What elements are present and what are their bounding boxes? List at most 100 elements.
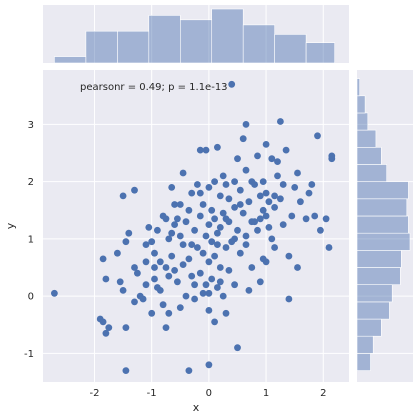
top-marginal-grid [93, 5, 324, 63]
scatter-point [179, 241, 187, 249]
scatter-point [265, 224, 273, 231]
scatter-point [216, 278, 224, 286]
scatter-point [196, 189, 204, 197]
scatter-point [328, 152, 336, 160]
y-histogram-bar [356, 181, 409, 200]
scatter-point [171, 201, 179, 208]
scatter-point [291, 184, 299, 191]
scatter-point [265, 198, 273, 206]
scatter-point [245, 198, 253, 206]
scatter-point [216, 264, 224, 271]
scatter-point [236, 201, 244, 208]
x-histogram-bar [148, 15, 181, 64]
scatter-point [205, 307, 213, 314]
scatter-point [317, 226, 324, 234]
scatter-point [254, 226, 261, 234]
scatter-point [222, 215, 230, 223]
y-histogram-bar [356, 78, 361, 97]
scatter-point [151, 264, 158, 271]
scatter-point [248, 264, 256, 271]
scatter-point [122, 238, 130, 246]
scatter-point [208, 238, 216, 246]
scatter-point [162, 264, 170, 271]
x-histogram-bar [117, 30, 150, 64]
scatter-point [214, 229, 221, 237]
scatter-point [176, 304, 184, 311]
scatter-point [205, 289, 213, 297]
y-histogram-bar [356, 353, 371, 371]
scatter-point [228, 80, 236, 88]
scatter-point [262, 258, 270, 266]
y-histogram-bar [356, 112, 369, 131]
scatter-point [165, 309, 173, 317]
scatter-point [219, 172, 227, 180]
scatter-point [208, 275, 216, 283]
plot-background [43, 70, 349, 382]
x-histogram-bar [54, 56, 87, 64]
scatter-point [185, 255, 193, 263]
y-tick-labels: -1 0 1 2 3 [24, 120, 34, 360]
x-histogram-bar [211, 8, 244, 64]
x-histogram-bar [85, 30, 118, 64]
scatter-point [216, 192, 224, 200]
scatter-point [99, 255, 107, 263]
scatter-point [188, 241, 196, 249]
scatter-point [122, 367, 130, 374]
scatter-point [236, 249, 244, 257]
scatter-point [131, 298, 138, 306]
y-histogram-bar [356, 335, 374, 354]
scatter-point [285, 295, 293, 303]
pearson-annotation: pearsonr = 0.49; p = 1.1e-13 [80, 82, 228, 93]
scatter-point [174, 278, 181, 286]
scatter-point [194, 244, 201, 251]
scatter-point [268, 155, 276, 163]
scatter-point [196, 212, 204, 220]
scatter-point [242, 121, 250, 128]
scatter-point [179, 169, 187, 177]
scatter-point [231, 178, 239, 186]
scatter-point [205, 258, 213, 266]
scatter-point [125, 229, 133, 237]
scatter-point [254, 152, 261, 160]
scatter-point [239, 209, 247, 217]
scatter-point [325, 244, 333, 251]
scatter-point [102, 275, 110, 283]
x-axis-label: x [193, 401, 200, 414]
scatter-point [208, 206, 216, 214]
scatter-panel: pearsonr = 0.49; p = 1.1e-13 [43, 70, 349, 382]
right-marginal-bars [356, 78, 411, 371]
x-histogram-bar [180, 19, 213, 64]
scatter-point [248, 178, 256, 186]
scatter-point [297, 198, 304, 206]
scatter-point [105, 324, 113, 331]
x-histogram-bar [274, 34, 307, 64]
scatter-point [194, 181, 201, 188]
scatter-point [185, 206, 193, 214]
scatter-point [168, 229, 176, 237]
x-tick-label: 2 [320, 388, 326, 399]
scatter-point [277, 118, 284, 125]
scatter-point [182, 292, 190, 300]
scatter-point [242, 232, 250, 240]
scatter-point [122, 324, 130, 331]
scatter-point [279, 181, 287, 188]
scatter-point [211, 178, 219, 186]
scatter-point [168, 252, 176, 260]
scatter-point [245, 287, 253, 294]
x-tick-label: 1 [263, 388, 269, 399]
scatter-point [211, 215, 219, 223]
scatter-point [182, 218, 190, 226]
scatter-point [242, 166, 250, 174]
x-tick-labels: -2 -1 0 1 2 [89, 388, 326, 399]
y-histogram-bar [356, 164, 388, 183]
scatter-point [176, 232, 184, 240]
scatter-point [271, 204, 278, 211]
scatter-point [199, 289, 207, 297]
scatter-point [162, 324, 170, 331]
scatter-point [219, 209, 227, 217]
scatter-point [214, 241, 221, 249]
x-histogram-bar [305, 42, 336, 64]
scatter-point [165, 235, 173, 243]
scatter-point [211, 252, 219, 260]
scatter-point [234, 226, 241, 234]
